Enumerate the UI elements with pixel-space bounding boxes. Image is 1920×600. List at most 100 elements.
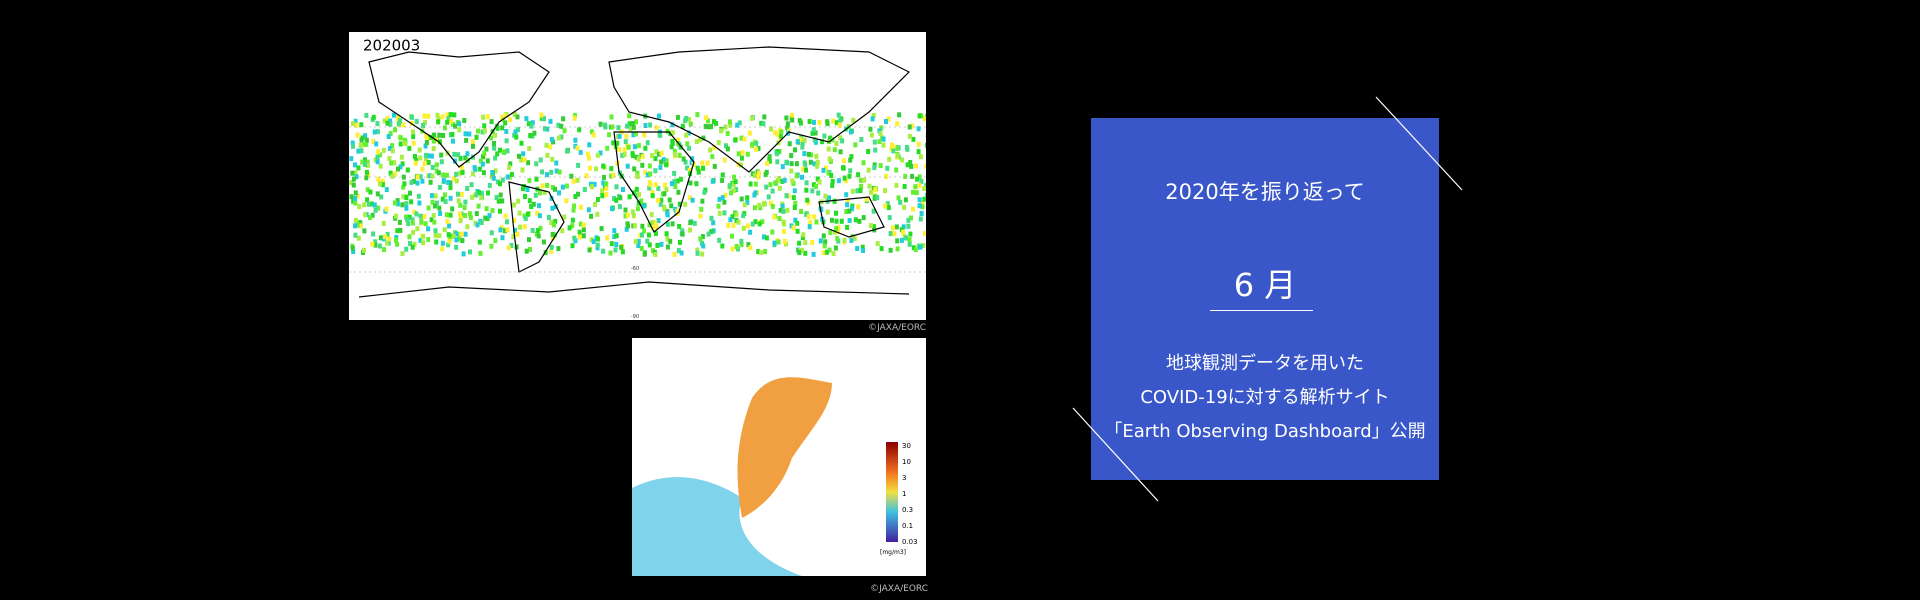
speckle bbox=[653, 156, 658, 162]
coastlines bbox=[358, 46, 911, 298]
speckle bbox=[688, 180, 693, 186]
speckle bbox=[804, 211, 809, 217]
speckle bbox=[573, 137, 578, 143]
speckle bbox=[812, 214, 817, 220]
speckle bbox=[449, 118, 454, 124]
speckle bbox=[569, 173, 574, 179]
speckle bbox=[384, 187, 389, 193]
speckle bbox=[801, 166, 806, 172]
speckle bbox=[861, 160, 866, 166]
speckle bbox=[556, 135, 561, 141]
speckle bbox=[829, 173, 834, 178]
speckle bbox=[378, 181, 382, 187]
colorbar-unit: [mg/m3] bbox=[880, 549, 906, 556]
speckle bbox=[445, 119, 450, 125]
speckle bbox=[467, 211, 472, 217]
speckle bbox=[689, 160, 694, 166]
speckle bbox=[899, 237, 904, 243]
speckle bbox=[564, 198, 569, 204]
speckle bbox=[528, 247, 532, 252]
speckle bbox=[650, 153, 655, 159]
speckle bbox=[396, 166, 400, 172]
speckle bbox=[833, 229, 837, 235]
speckle bbox=[572, 235, 577, 241]
speckle bbox=[731, 222, 736, 228]
speckle bbox=[369, 201, 374, 207]
speckle bbox=[539, 112, 544, 118]
speckle bbox=[415, 226, 420, 232]
speckle bbox=[431, 213, 436, 218]
speckle bbox=[855, 246, 860, 251]
speckle bbox=[385, 240, 390, 246]
speckle bbox=[623, 207, 628, 213]
speckle bbox=[417, 147, 422, 153]
speckle bbox=[729, 190, 734, 196]
speckle bbox=[680, 231, 685, 237]
speckle bbox=[452, 151, 457, 157]
speckle bbox=[834, 120, 839, 126]
speckle bbox=[622, 152, 627, 157]
speckle bbox=[480, 129, 485, 135]
speckle bbox=[768, 182, 773, 188]
speckle bbox=[639, 246, 644, 251]
speckle bbox=[701, 135, 706, 141]
speckle bbox=[353, 195, 358, 201]
speckle bbox=[775, 131, 780, 137]
speckle bbox=[422, 113, 427, 119]
speckle bbox=[593, 202, 597, 207]
speckle bbox=[710, 178, 715, 184]
speckle bbox=[818, 238, 823, 244]
speckle bbox=[793, 217, 798, 223]
panel-month: 6 月 bbox=[1233, 266, 1297, 304]
speckle bbox=[368, 189, 373, 195]
speckle bbox=[740, 150, 745, 156]
speckle bbox=[908, 231, 913, 237]
speckle bbox=[735, 122, 740, 128]
speckle bbox=[454, 171, 459, 177]
speckle bbox=[436, 170, 441, 176]
image-credit: ©JAXA/EORC bbox=[868, 323, 926, 333]
speckle bbox=[793, 147, 797, 153]
speckle bbox=[625, 212, 630, 218]
speckle bbox=[632, 166, 637, 172]
speckle bbox=[400, 161, 405, 167]
speckle bbox=[513, 129, 518, 135]
speckle bbox=[353, 200, 358, 206]
speckle bbox=[811, 127, 816, 133]
speckle bbox=[637, 192, 642, 197]
speckle bbox=[646, 232, 651, 238]
speckle bbox=[858, 188, 863, 193]
speckle bbox=[635, 174, 640, 179]
speckle bbox=[750, 141, 755, 147]
speckle bbox=[894, 167, 899, 173]
speckle bbox=[784, 159, 789, 165]
speckle bbox=[686, 130, 691, 136]
speckle bbox=[678, 144, 683, 150]
speckle bbox=[910, 123, 915, 129]
speckle bbox=[911, 245, 916, 251]
speckle bbox=[392, 200, 397, 206]
speckle bbox=[516, 198, 521, 204]
speckle bbox=[785, 121, 790, 127]
speckle bbox=[883, 188, 887, 194]
speckle bbox=[415, 180, 420, 186]
speckle bbox=[687, 145, 691, 151]
speckle bbox=[716, 140, 721, 145]
speckle bbox=[767, 154, 772, 160]
speckle bbox=[375, 129, 380, 135]
speckle bbox=[619, 244, 624, 250]
speckle bbox=[355, 222, 360, 228]
speckle bbox=[429, 193, 434, 199]
speckle bbox=[429, 153, 434, 159]
speckle bbox=[902, 204, 907, 210]
speckle bbox=[700, 198, 705, 204]
speckle bbox=[446, 180, 451, 185]
speckle bbox=[503, 113, 508, 118]
speckle bbox=[509, 243, 514, 248]
speckle bbox=[870, 116, 875, 122]
speckle bbox=[753, 219, 758, 225]
speckle bbox=[414, 119, 419, 124]
colorbar-tick-label: 0.1 bbox=[902, 522, 913, 530]
speckle bbox=[376, 149, 381, 155]
speckle bbox=[479, 195, 484, 201]
